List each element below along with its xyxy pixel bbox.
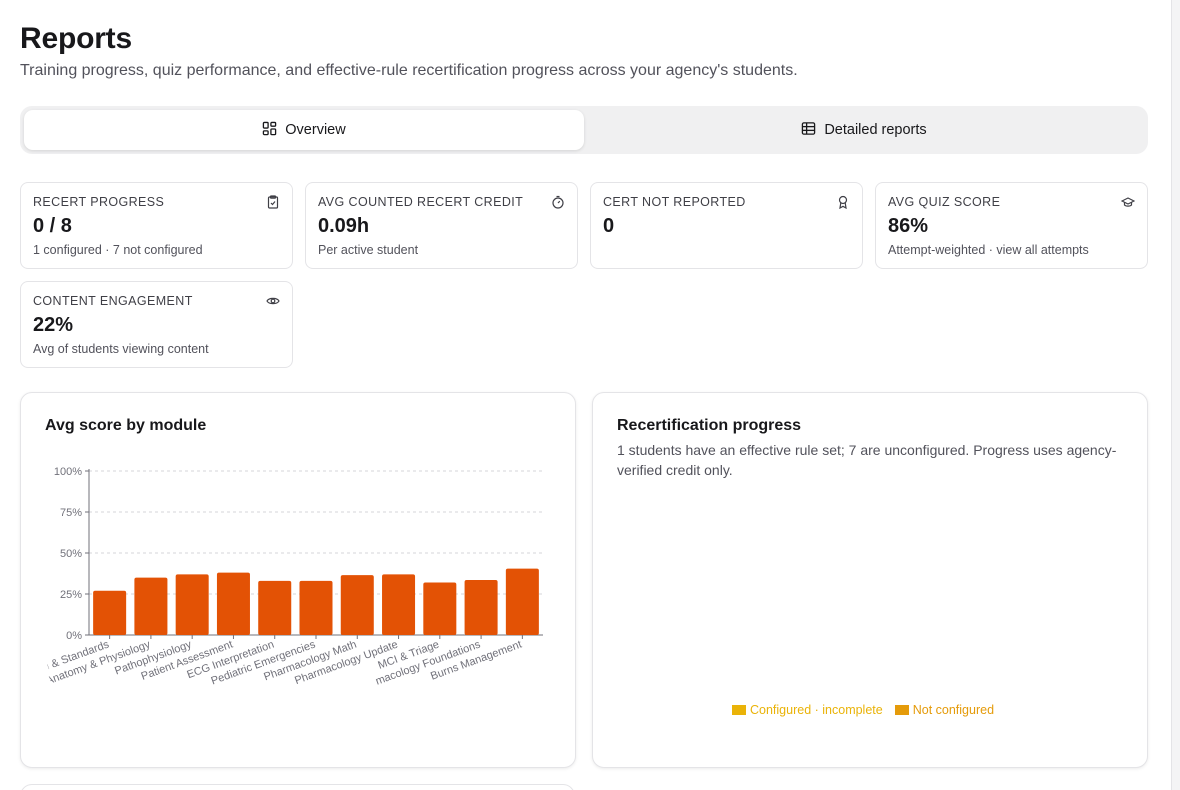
- legend-swatch: [732, 705, 746, 715]
- chart-bar[interactable]: [382, 574, 416, 635]
- stat-card-content-engagement: CONTENT ENGAGEMENT 22% Avg of students v…: [20, 281, 293, 368]
- legend-not-configured[interactable]: Not configured: [894, 703, 995, 717]
- page-subtitle: Training progress, quiz performance, and…: [20, 62, 798, 79]
- y-tick-label: 75%: [60, 507, 82, 519]
- stat-label: AVG QUIZ SCORE: [888, 195, 1001, 209]
- y-tick-label: 100%: [54, 466, 82, 478]
- chart-bar[interactable]: [175, 574, 209, 635]
- stat-sub: 1 configured · 7 not configured: [33, 243, 203, 257]
- chart-bar[interactable]: [258, 580, 292, 635]
- avg-score-panel: Avg score by module 0% 25% 50% 75% 100% m & S…: [20, 392, 576, 768]
- chart-bar[interactable]: [93, 590, 127, 635]
- eye-icon: [266, 297, 280, 305]
- timer-icon: [552, 195, 564, 209]
- stat-card-avg-quiz-score: AVG QUIZ SCORE 86% Attempt-weighted · vi…: [875, 182, 1148, 269]
- tab-overview[interactable]: Overview: [24, 110, 584, 150]
- page-title: Reports: [20, 22, 132, 55]
- tab-detailed-reports[interactable]: Detailed reports: [584, 110, 1144, 150]
- recert-progress-title: Recertification progress: [617, 417, 802, 434]
- stat-label: CONTENT ENGAGEMENT: [33, 294, 193, 308]
- stat-value: 0 / 8: [33, 215, 72, 237]
- tab-overview-label: Overview: [285, 122, 346, 138]
- chart-bar[interactable]: [134, 577, 168, 635]
- chart-bar[interactable]: [216, 572, 250, 635]
- stat-value: 86%: [888, 215, 929, 237]
- legend-configured-incomplete[interactable]: Configured · incomplete: [732, 703, 883, 717]
- tab-detailed-reports-label: Detailed reports: [824, 122, 927, 138]
- stat-value: 0: [603, 215, 615, 237]
- stat-label: AVG COUNTED RECERT CREDIT: [318, 195, 524, 209]
- next-panel: [20, 784, 575, 790]
- chart-bar[interactable]: [340, 575, 374, 635]
- report-tabs: Overview Detailed reports: [20, 106, 1148, 154]
- graduation-cap-icon: [1121, 197, 1135, 207]
- y-tick-label: 0%: [66, 630, 82, 642]
- stat-sub[interactable]: Attempt-weighted · view all attempts: [888, 243, 1089, 257]
- recert-progress-panel: Recertification progress 1 students have…: [592, 392, 1148, 768]
- recert-legend: Configured · incomplete Not configured: [732, 703, 994, 717]
- award-icon: [838, 195, 848, 209]
- layout-dashboard-icon: [262, 121, 277, 140]
- recert-progress-description: 1 students have an effective rule set; 7…: [617, 442, 1117, 478]
- stat-label: RECERT PROGRESS: [33, 195, 165, 209]
- legend-label: Configured · incomplete: [750, 703, 883, 717]
- stat-label: CERT NOT REPORTED: [603, 195, 746, 209]
- y-tick-label: 25%: [60, 589, 82, 601]
- chart-bar[interactable]: [299, 580, 333, 635]
- avg-score-title: Avg score by module: [45, 417, 207, 434]
- stat-value: 0.09h: [318, 215, 370, 237]
- stat-card-cert-not-reported: CERT NOT REPORTED 0: [590, 182, 863, 269]
- clipboard-check-icon: [267, 195, 279, 209]
- stat-card-avg-recert-credit: AVG COUNTED RECERT CREDIT 0.09h Per acti…: [305, 182, 578, 269]
- y-tick-label: 50%: [60, 548, 82, 560]
- stat-sub: Per active student: [318, 243, 419, 257]
- legend-swatch: [894, 705, 909, 715]
- chart-bar[interactable]: [505, 568, 539, 635]
- table-icon: [801, 121, 816, 140]
- stat-sub: Avg of students viewing content: [33, 342, 209, 356]
- stat-card-recert-progress: RECERT PROGRESS 0 / 8 1 configured · 7 n…: [20, 182, 293, 269]
- legend-label: Not configured: [912, 703, 995, 717]
- stat-value: 22%: [33, 314, 74, 336]
- chart-bar[interactable]: [423, 582, 457, 635]
- chart-bar[interactable]: [464, 580, 498, 635]
- page-scrollbar[interactable]: [1171, 0, 1180, 790]
